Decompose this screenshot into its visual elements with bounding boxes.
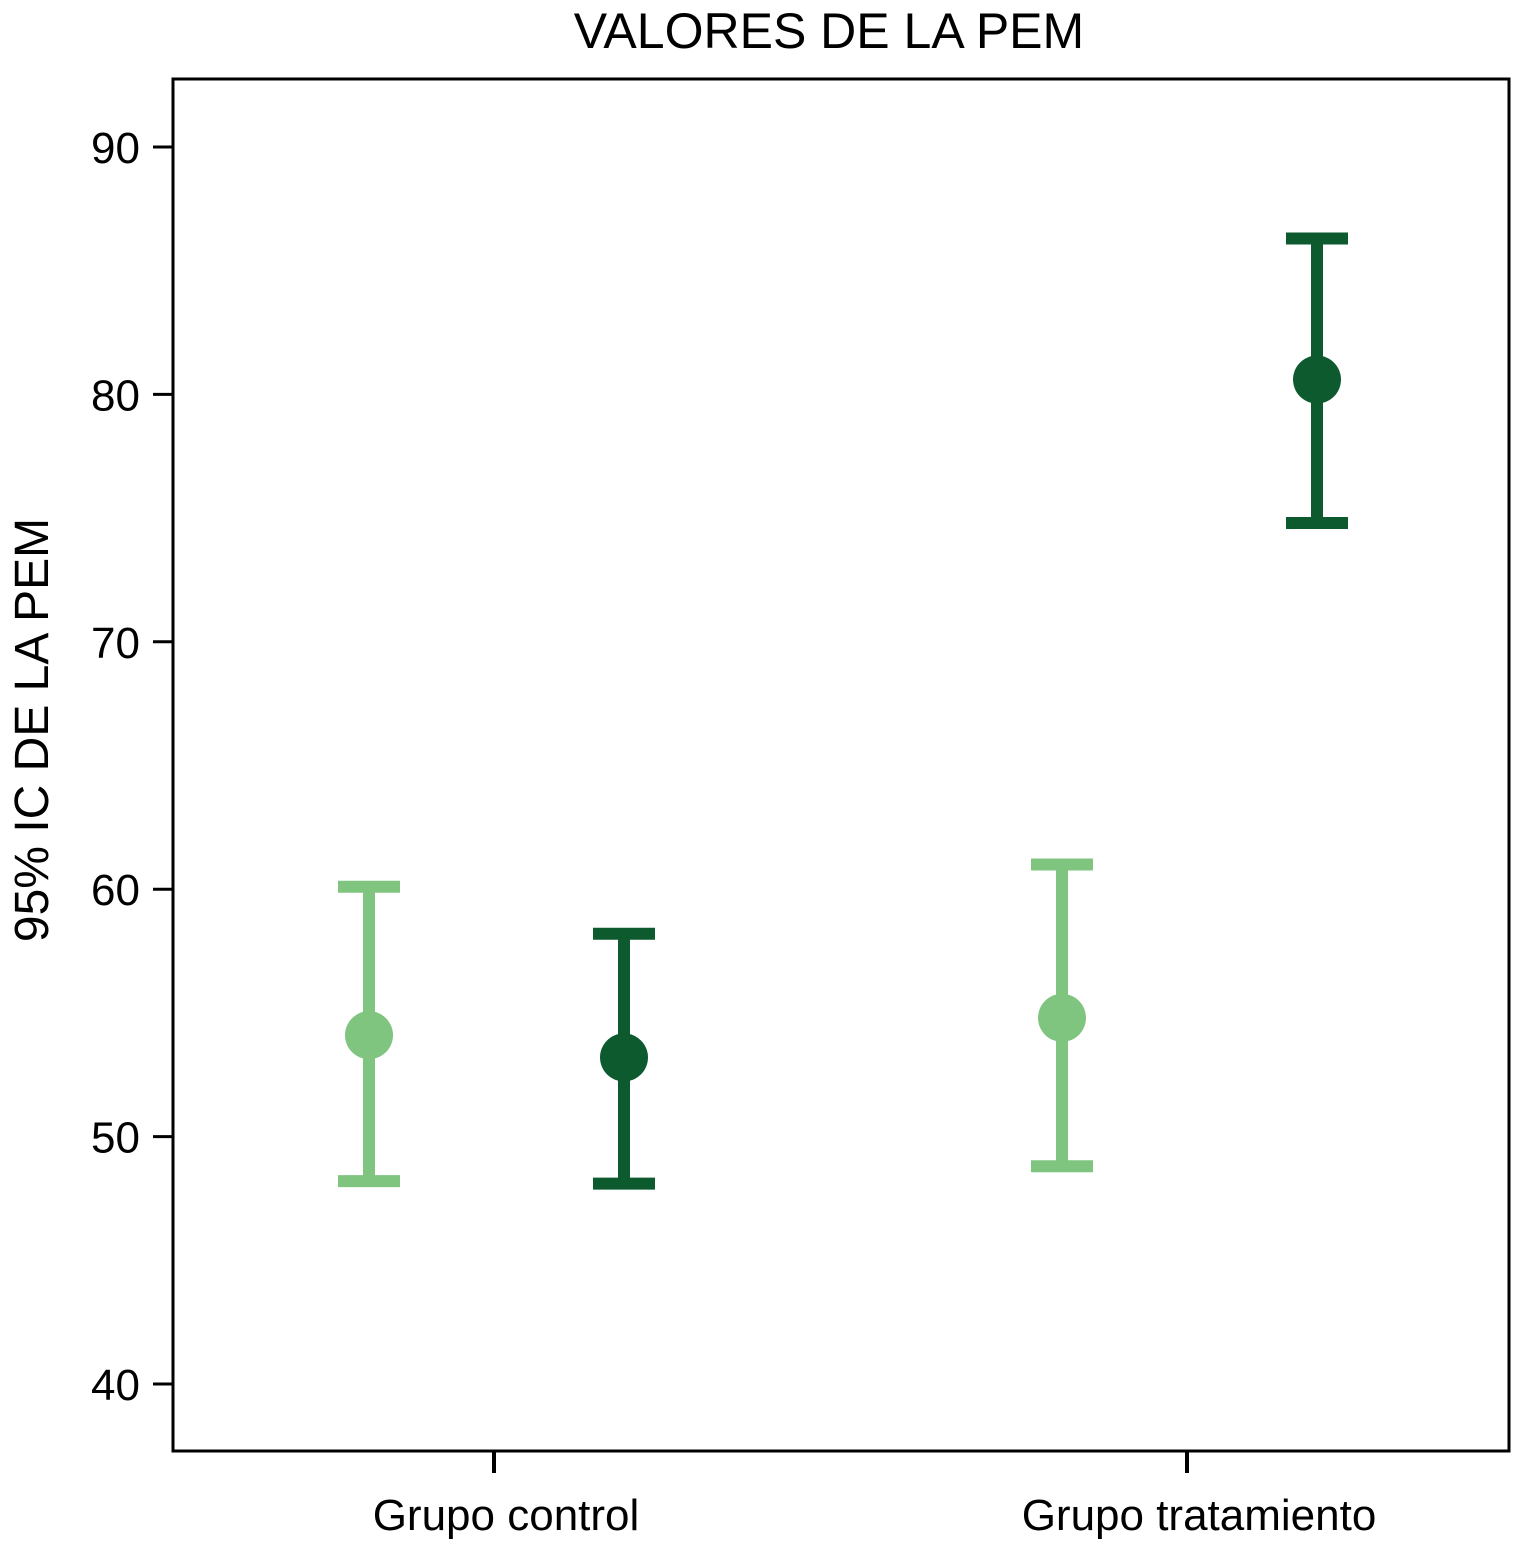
x-tick-label: Grupo control: [373, 1491, 640, 1540]
error-bar-group: [1031, 858, 1093, 1173]
y-axis: 40 50 60 70 80 90: [91, 124, 173, 1410]
error-bar-group: [338, 880, 400, 1188]
mean-point: [1038, 993, 1086, 1042]
error-bar-marks: [338, 232, 1348, 1190]
plot-frame: [171, 77, 1511, 1453]
y-tick-label: 50: [91, 1114, 140, 1163]
mean-point: [345, 1011, 393, 1060]
x-tick-label: Grupo tratamiento: [1022, 1491, 1377, 1540]
y-axis-label: 95% IC DE LA PEM: [6, 518, 59, 942]
chart-title: VALORES DE LA PEM: [574, 3, 1084, 59]
y-tick-label: 40: [91, 1361, 140, 1410]
y-tick-label: 90: [91, 124, 140, 173]
y-tick-label: 60: [91, 866, 140, 915]
y-tick-label: 80: [91, 371, 140, 420]
x-axis: Grupo control Grupo tratamiento: [373, 1451, 1377, 1540]
y-tick-label: 70: [91, 619, 140, 668]
error-bar-group: [1286, 232, 1348, 530]
mean-point: [1293, 355, 1341, 404]
mean-point: [600, 1033, 648, 1082]
error-bar-group: [593, 927, 655, 1190]
